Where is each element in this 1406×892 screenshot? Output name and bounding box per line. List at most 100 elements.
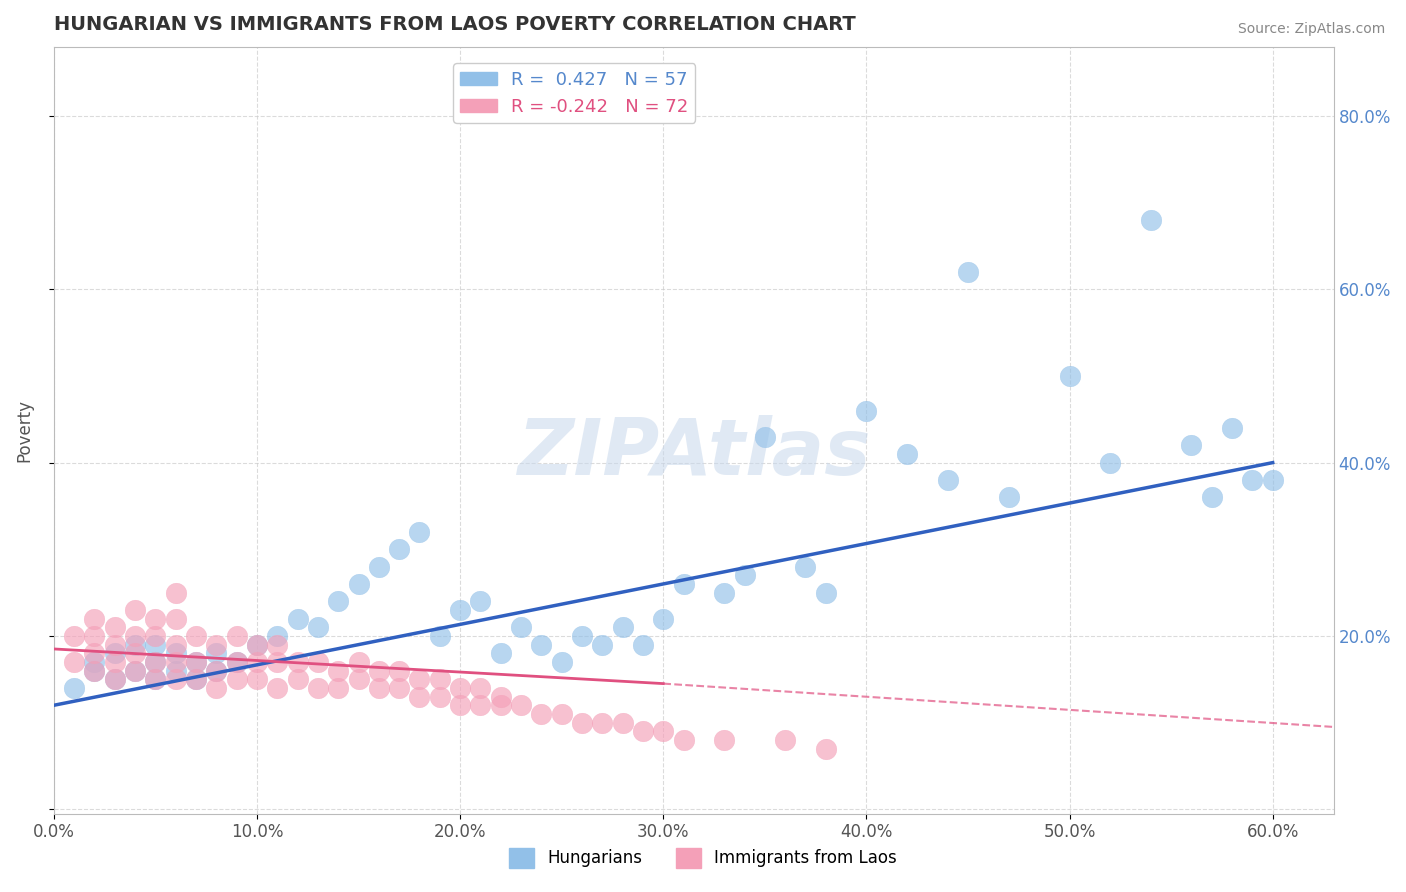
Point [408,673,430,687]
Point [591,638,613,652]
Point [1220,421,1243,435]
Point [184,655,207,669]
Point [631,724,654,739]
Point [246,673,269,687]
Point [571,715,593,730]
Point [287,673,309,687]
Point [896,447,918,461]
Point [205,681,228,695]
Point [489,646,512,660]
Point [246,638,269,652]
Point [124,603,146,617]
Point [205,638,228,652]
Point [388,542,411,557]
Point [145,673,167,687]
Point [713,585,735,599]
Point [550,655,572,669]
Point [855,403,877,417]
Point [489,698,512,713]
Point [347,577,370,591]
Point [165,646,187,660]
Point [510,620,533,634]
Point [225,629,247,643]
Point [124,646,146,660]
Point [612,715,634,730]
Point [145,655,167,669]
Point [388,664,411,678]
Point [429,673,451,687]
Point [449,603,471,617]
Point [184,673,207,687]
Point [124,638,146,652]
Point [429,629,451,643]
Point [145,612,167,626]
Point [328,664,350,678]
Text: ZIPAtlas: ZIPAtlas [517,415,870,491]
Point [367,559,389,574]
Point [571,629,593,643]
Point [388,681,411,695]
Point [328,594,350,608]
Point [165,673,187,687]
Point [205,664,228,678]
Point [307,620,329,634]
Point [591,715,613,730]
Point [470,594,492,608]
Point [165,664,187,678]
Point [367,664,389,678]
Y-axis label: Poverty: Poverty [15,399,32,462]
Point [246,655,269,669]
Point [734,568,756,582]
Point [408,524,430,539]
Point [773,733,796,747]
Point [225,673,247,687]
Point [814,585,837,599]
Point [489,690,512,704]
Point [470,698,492,713]
Point [652,724,675,739]
Point [1261,473,1284,487]
Point [307,681,329,695]
Point [713,733,735,747]
Point [449,681,471,695]
Point [165,638,187,652]
Point [83,612,105,626]
Point [936,473,959,487]
Point [124,664,146,678]
Point [672,577,695,591]
Point [104,673,127,687]
Point [165,612,187,626]
Point [63,681,86,695]
Point [530,706,553,721]
Point [550,706,572,721]
Point [672,733,695,747]
Point [510,698,533,713]
Point [1099,456,1122,470]
Point [367,681,389,695]
Point [347,673,370,687]
Point [997,491,1019,505]
Point [205,646,228,660]
Point [266,655,288,669]
Point [429,690,451,704]
Point [1059,368,1081,383]
Point [63,655,86,669]
Point [1241,473,1264,487]
Point [246,638,269,652]
Point [408,690,430,704]
Point [287,655,309,669]
Point [754,429,776,443]
Point [184,629,207,643]
Point [184,655,207,669]
Point [83,664,105,678]
Point [83,664,105,678]
Point [287,612,309,626]
Point [612,620,634,634]
Point [1180,438,1202,452]
Point [307,655,329,669]
Point [266,638,288,652]
Point [1201,491,1223,505]
Point [104,673,127,687]
Point [225,655,247,669]
Point [83,646,105,660]
